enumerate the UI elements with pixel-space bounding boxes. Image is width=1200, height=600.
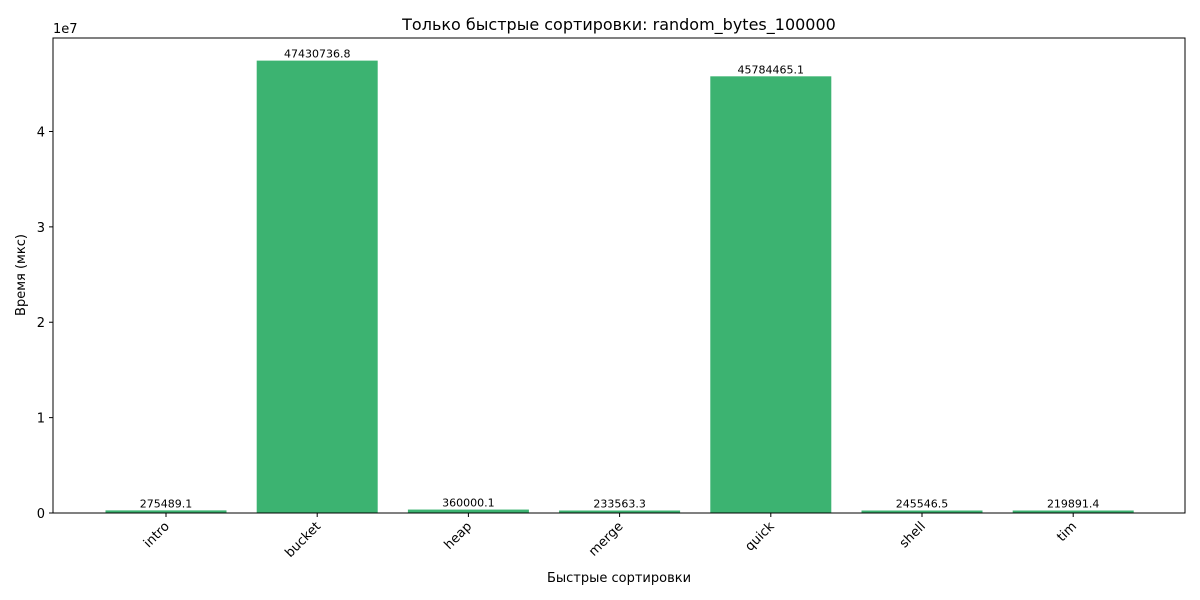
y-tick-label-4: 4 — [37, 125, 45, 140]
y-tick-label-1: 1 — [37, 412, 45, 427]
y-tick-label-3: 3 — [37, 221, 45, 236]
bar-bucket — [256, 60, 378, 513]
x-tick-label-heap: heap — [442, 519, 476, 553]
x-tick-label-merge: merge — [586, 519, 626, 559]
bar-tim — [1012, 510, 1134, 513]
plot-frame — [52, 37, 1186, 514]
data-label-heap: 360000.1 — [442, 497, 495, 510]
data-label-tim: 219891.4 — [1047, 498, 1100, 511]
x-tick-label-shell: shell — [897, 519, 929, 551]
x-axis-ticks: intro bucket heap merge quick shell tim — [141, 513, 1080, 561]
chart-title: Только быстрые сортировки: random_bytes_… — [401, 15, 836, 35]
x-tick-label-tim: tim — [1054, 519, 1080, 545]
x-axis-label: Быстрые сортировки — [547, 571, 691, 586]
bar-intro — [105, 510, 227, 513]
x-tick-label-intro: intro — [141, 519, 173, 551]
data-labels-group: 275489.1 47430736.8 360000.1 233563.3 457844… — [140, 48, 1100, 511]
bar-heap — [407, 509, 529, 513]
data-label-merge: 233563.3 — [593, 498, 646, 511]
x-tick-label-bucket: bucket — [282, 519, 324, 561]
data-label-intro: 275489.1 — [140, 497, 193, 510]
data-label-bucket: 47430736.8 — [284, 48, 350, 61]
data-label-shell: 245546.5 — [896, 498, 949, 511]
bar-quick — [710, 76, 832, 513]
y-axis-ticks: 0 1 2 3 4 — [37, 125, 53, 522]
bar-merge — [559, 510, 681, 513]
data-label-quick: 45784465.1 — [738, 63, 804, 76]
bar-shell — [861, 510, 983, 513]
y-axis-label: Время (мкс) — [14, 234, 29, 316]
y-tick-label-2: 2 — [37, 316, 45, 331]
x-tick-label-quick: quick — [742, 519, 778, 555]
bars-group — [105, 60, 1134, 513]
y-axis-offset-label: 1e7 — [53, 22, 78, 37]
y-tick-label-0: 0 — [37, 507, 45, 522]
